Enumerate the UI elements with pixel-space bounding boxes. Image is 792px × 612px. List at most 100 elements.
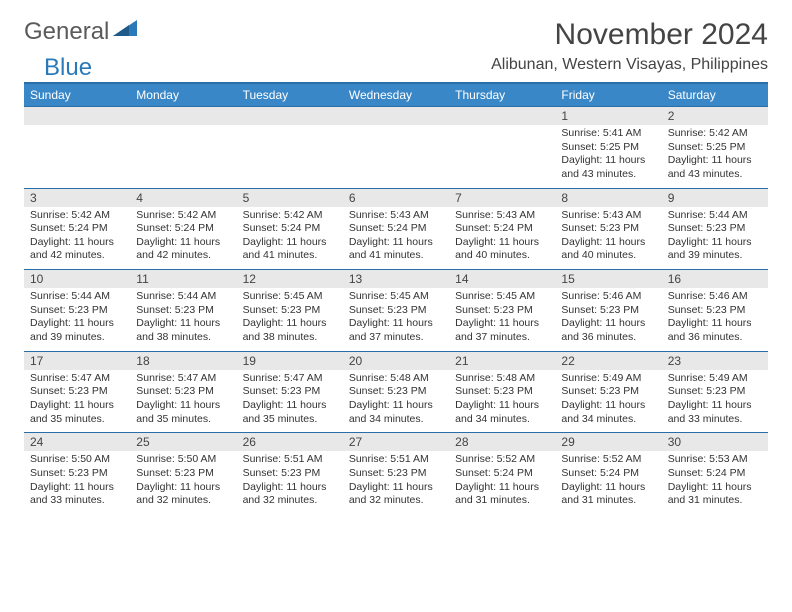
day-info-line: Sunset: 5:23 PM <box>136 467 230 481</box>
day-cell: 15Sunrise: 5:46 AMSunset: 5:23 PMDayligh… <box>555 270 661 351</box>
day-number: 8 <box>555 189 661 207</box>
day-cell <box>237 107 343 188</box>
day-info-line: Sunrise: 5:44 AM <box>136 290 230 304</box>
day-info-line: Daylight: 11 hours <box>561 236 655 250</box>
day-cell: 21Sunrise: 5:48 AMSunset: 5:23 PMDayligh… <box>449 352 555 433</box>
day-info-line: Sunrise: 5:43 AM <box>455 209 549 223</box>
day-number: 13 <box>343 270 449 288</box>
day-cell: 3Sunrise: 5:42 AMSunset: 5:24 PMDaylight… <box>24 189 130 270</box>
day-number: 14 <box>449 270 555 288</box>
day-info-line: Sunset: 5:23 PM <box>561 385 655 399</box>
day-info-line: and 41 minutes. <box>349 249 443 263</box>
day-info-line: Sunrise: 5:42 AM <box>136 209 230 223</box>
day-info-line: Sunrise: 5:51 AM <box>349 453 443 467</box>
day-number <box>130 107 236 125</box>
day-cell <box>24 107 130 188</box>
day-info-line: Daylight: 11 hours <box>30 481 124 495</box>
day-info-line: Sunset: 5:23 PM <box>349 385 443 399</box>
day-cell: 12Sunrise: 5:45 AMSunset: 5:23 PMDayligh… <box>237 270 343 351</box>
day-info-line: Sunrise: 5:49 AM <box>561 372 655 386</box>
day-info-line: Sunset: 5:23 PM <box>243 467 337 481</box>
day-info-line: and 35 minutes. <box>243 413 337 427</box>
day-info-line: Daylight: 11 hours <box>349 399 443 413</box>
day-number: 16 <box>662 270 768 288</box>
day-info-line: and 39 minutes. <box>668 249 762 263</box>
day-info-line: Daylight: 11 hours <box>668 154 762 168</box>
week-row: 10Sunrise: 5:44 AMSunset: 5:23 PMDayligh… <box>24 269 768 351</box>
day-info-line: Daylight: 11 hours <box>30 236 124 250</box>
day-info-line: and 43 minutes. <box>668 168 762 182</box>
day-info-line: Daylight: 11 hours <box>561 481 655 495</box>
day-number: 22 <box>555 352 661 370</box>
day-number: 30 <box>662 433 768 451</box>
day-info-line: and 43 minutes. <box>561 168 655 182</box>
day-info-line: Daylight: 11 hours <box>349 481 443 495</box>
day-info-line: and 32 minutes. <box>243 494 337 508</box>
day-info-line: Sunrise: 5:48 AM <box>455 372 549 386</box>
day-number: 9 <box>662 189 768 207</box>
day-info-line: Sunset: 5:25 PM <box>561 141 655 155</box>
brand-part2: Blue <box>44 54 92 82</box>
day-cell: 28Sunrise: 5:52 AMSunset: 5:24 PMDayligh… <box>449 433 555 514</box>
day-cell: 13Sunrise: 5:45 AMSunset: 5:23 PMDayligh… <box>343 270 449 351</box>
day-cell: 11Sunrise: 5:44 AMSunset: 5:23 PMDayligh… <box>130 270 236 351</box>
day-info-line: Sunrise: 5:50 AM <box>30 453 124 467</box>
day-number: 7 <box>449 189 555 207</box>
day-number <box>449 107 555 125</box>
day-cell: 2Sunrise: 5:42 AMSunset: 5:25 PMDaylight… <box>662 107 768 188</box>
day-info-line: Sunset: 5:24 PM <box>668 467 762 481</box>
day-number: 21 <box>449 352 555 370</box>
day-info-line: Sunrise: 5:46 AM <box>561 290 655 304</box>
day-info-line: Sunset: 5:23 PM <box>349 467 443 481</box>
day-info-line: Sunrise: 5:46 AM <box>668 290 762 304</box>
day-info-line: and 40 minutes. <box>455 249 549 263</box>
day-number: 29 <box>555 433 661 451</box>
day-info-line: Sunrise: 5:41 AM <box>561 127 655 141</box>
day-number: 2 <box>662 107 768 125</box>
day-header: Monday <box>130 84 236 106</box>
day-cell: 23Sunrise: 5:49 AMSunset: 5:23 PMDayligh… <box>662 352 768 433</box>
day-cell: 17Sunrise: 5:47 AMSunset: 5:23 PMDayligh… <box>24 352 130 433</box>
day-info-line: Sunrise: 5:42 AM <box>668 127 762 141</box>
day-info-line: Daylight: 11 hours <box>30 399 124 413</box>
day-info-line: Daylight: 11 hours <box>668 236 762 250</box>
day-info-line: Sunrise: 5:44 AM <box>30 290 124 304</box>
day-info-line: and 33 minutes. <box>30 494 124 508</box>
day-cell: 27Sunrise: 5:51 AMSunset: 5:23 PMDayligh… <box>343 433 449 514</box>
day-header: Saturday <box>662 84 768 106</box>
day-info-line: Sunset: 5:24 PM <box>349 222 443 236</box>
day-info-line: and 37 minutes. <box>349 331 443 345</box>
day-number: 18 <box>130 352 236 370</box>
day-info-line: and 35 minutes. <box>30 413 124 427</box>
day-number: 19 <box>237 352 343 370</box>
day-cell <box>449 107 555 188</box>
day-number: 11 <box>130 270 236 288</box>
day-cell: 25Sunrise: 5:50 AMSunset: 5:23 PMDayligh… <box>130 433 236 514</box>
day-cell <box>343 107 449 188</box>
day-info-line: Daylight: 11 hours <box>455 399 549 413</box>
day-header-row: SundayMondayTuesdayWednesdayThursdayFrid… <box>24 82 768 106</box>
day-info-line: Sunset: 5:23 PM <box>668 385 762 399</box>
day-info-line: Daylight: 11 hours <box>136 236 230 250</box>
day-header: Wednesday <box>343 84 449 106</box>
day-info-line: Daylight: 11 hours <box>30 317 124 331</box>
day-info-line: Sunrise: 5:52 AM <box>455 453 549 467</box>
day-info-line: Daylight: 11 hours <box>668 317 762 331</box>
day-header: Thursday <box>449 84 555 106</box>
day-info-line: and 36 minutes. <box>561 331 655 345</box>
day-number: 5 <box>237 189 343 207</box>
day-cell: 24Sunrise: 5:50 AMSunset: 5:23 PMDayligh… <box>24 433 130 514</box>
day-header: Friday <box>555 84 661 106</box>
day-info-line: Sunrise: 5:52 AM <box>561 453 655 467</box>
logo-triangle-icon <box>113 15 137 43</box>
day-info-line: Daylight: 11 hours <box>455 317 549 331</box>
day-info-line: Sunset: 5:24 PM <box>455 222 549 236</box>
day-info-line: and 32 minutes. <box>136 494 230 508</box>
day-info-line: and 34 minutes. <box>349 413 443 427</box>
day-info-line: Sunset: 5:23 PM <box>30 385 124 399</box>
day-cell: 9Sunrise: 5:44 AMSunset: 5:23 PMDaylight… <box>662 189 768 270</box>
day-cell: 29Sunrise: 5:52 AMSunset: 5:24 PMDayligh… <box>555 433 661 514</box>
day-info-line: Sunset: 5:23 PM <box>561 304 655 318</box>
day-number <box>343 107 449 125</box>
day-info-line: Sunset: 5:24 PM <box>30 222 124 236</box>
